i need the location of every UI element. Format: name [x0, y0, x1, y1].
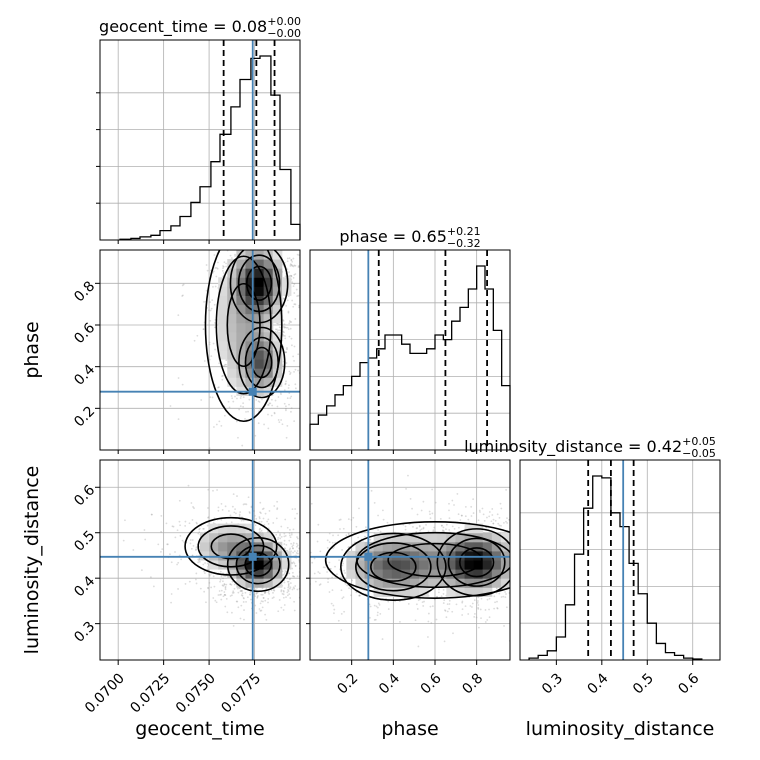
y-tick-label: 0.6: [71, 320, 98, 347]
title-minus-phase: −0.32: [447, 237, 481, 250]
contour-line: [197, 525, 265, 568]
x-tick-label: 0.0775: [218, 670, 264, 716]
y-axis-label-phase: phase: [21, 321, 43, 378]
title-minus-luminosity_distance: −0.05: [682, 447, 716, 460]
contour-line: [356, 531, 510, 589]
contour-line: [204, 250, 283, 423]
x-axis-label-geocent_time: geocent_time: [135, 718, 264, 740]
panel-frame: [99, 459, 301, 661]
x-axis-label-phase: phase: [381, 718, 438, 740]
y-tick-label: 0.4: [71, 362, 98, 389]
panel-frame: [309, 249, 511, 451]
x-tick-label: 0.6: [418, 670, 445, 697]
x-tick-label: 0.4: [376, 670, 403, 697]
contour-line: [215, 255, 272, 395]
x-tick-label: 0.2: [334, 670, 361, 697]
y-tick-label: 0.5: [71, 528, 98, 555]
truth-marker: [248, 552, 257, 561]
contours: [184, 516, 290, 593]
y-tick-label: 0.6: [71, 482, 98, 509]
panel-phase-vs-luminosity_distance: [309, 459, 511, 661]
panel-frame: [99, 39, 301, 241]
contour-line: [355, 542, 432, 592]
panel-content: [122, 484, 300, 627]
contour-line: [324, 521, 510, 599]
panel-geocent_time-hist: geocent_time = 0.08+0.00−0.00: [99, 15, 301, 241]
contours: [204, 250, 289, 423]
title-geocent_time: geocent_time = 0.08+0.00: [99, 15, 301, 37]
contour-line: [210, 533, 252, 560]
x-axis-label-luminosity_distance: luminosity_distance: [526, 718, 715, 740]
y-tick-label: 0.2: [71, 403, 98, 430]
contour-line: [458, 547, 495, 578]
y-tick-label: 0.3: [71, 619, 98, 646]
contour-line: [238, 326, 286, 399]
contour-line: [184, 516, 278, 576]
truth-marker: [248, 387, 257, 396]
x-tick-label: 0.8: [459, 670, 486, 697]
x-tick-label: 0.5: [630, 670, 657, 697]
title-minus-geocent_time: −0.00: [267, 27, 301, 40]
panel-content: [310, 474, 510, 648]
contour-line: [340, 532, 447, 602]
contour-line: [235, 544, 281, 585]
panel-luminosity_distance-hist: luminosity_distance = 0.42+0.05−0.05: [464, 435, 721, 661]
contour-line: [246, 265, 273, 302]
histogram-step-phase: [309, 265, 511, 450]
x-tick-label: 0.0700: [82, 670, 128, 716]
panel-geocent_time-vs-luminosity_distance: [99, 459, 301, 661]
truth-marker: [364, 552, 373, 561]
histogram-step-geocent_time: [119, 55, 301, 240]
title-phase: phase = 0.65+0.21: [339, 225, 480, 246]
panel-frame: [309, 459, 511, 661]
contours: [324, 521, 510, 602]
y-axis-label-luminosity_distance: luminosity_distance: [21, 466, 43, 655]
contour-line: [447, 537, 506, 587]
x-tick-label: 0.3: [539, 670, 566, 697]
histogram-step-luminosity_distance: [528, 475, 703, 660]
x-tick-label: 0.4: [585, 670, 612, 697]
contour-line: [229, 250, 289, 324]
panel-content: [169, 250, 300, 450]
panel-frame: [99, 249, 301, 451]
contour-line: [226, 537, 290, 593]
x-tick-label: 0.0750: [173, 670, 219, 716]
panel-frame: [519, 459, 721, 661]
panel-geocent_time-vs-phase: [99, 249, 301, 451]
y-tick-label: 0.4: [71, 573, 98, 600]
x-tick-label: 0.6: [675, 670, 702, 697]
contour-line: [226, 282, 261, 368]
contour-line: [387, 542, 483, 578]
y-tick-label: 0.8: [71, 278, 98, 305]
x-tick-label: 0.0725: [127, 670, 173, 716]
panel-phase-hist: phase = 0.65+0.21−0.32: [309, 225, 511, 451]
title-luminosity_distance: luminosity_distance = 0.42+0.05: [464, 435, 716, 457]
